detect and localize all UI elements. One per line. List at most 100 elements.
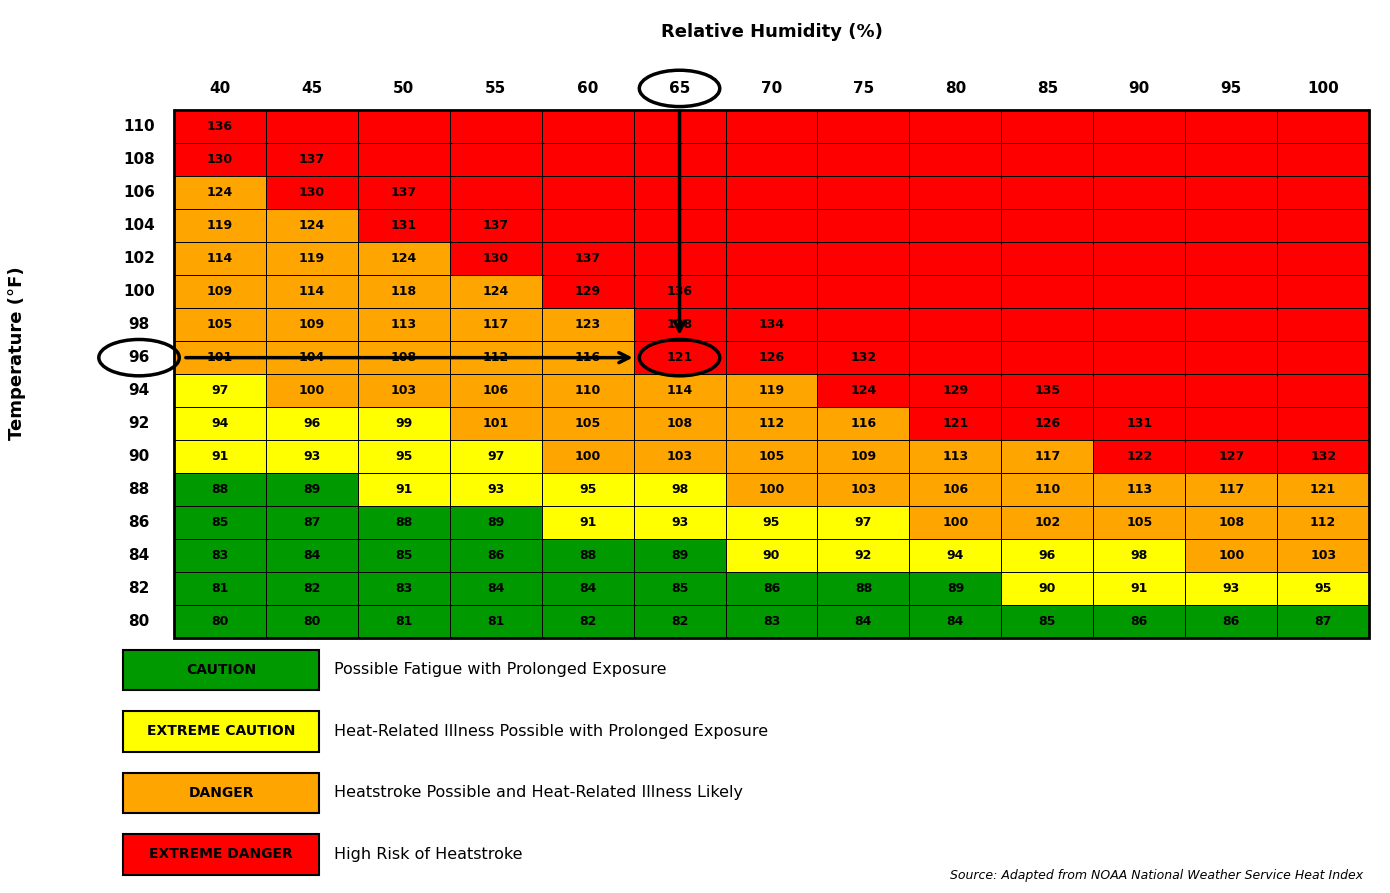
Bar [817,440,909,473]
Bar [1001,605,1094,638]
Bar [265,341,357,374]
Text: 94: 94 [947,549,965,563]
Text: 117: 117 [482,318,509,331]
Bar [726,209,817,242]
Bar [450,209,542,242]
Bar [265,143,357,176]
Text: 95: 95 [395,450,413,463]
Bar [357,341,450,374]
Text: 103: 103 [391,384,417,397]
Bar [1094,407,1186,440]
Bar [174,275,265,308]
Bar [1094,473,1186,506]
Bar [634,308,726,341]
Text: 108: 108 [391,351,417,364]
Text: 121: 121 [666,351,692,364]
Text: 65: 65 [669,81,691,96]
Text: 132: 132 [851,351,877,364]
Bar [357,209,450,242]
Text: 82: 82 [128,581,150,597]
Bar [1001,506,1094,539]
Bar [1277,176,1369,209]
Bar [124,650,320,690]
Text: 105: 105 [759,450,784,463]
Text: 104: 104 [299,351,325,364]
Bar [909,407,1001,440]
Bar [450,341,542,374]
Bar [1186,407,1277,440]
Bar [357,539,450,572]
Text: 85: 85 [1038,615,1056,629]
Bar [909,308,1001,341]
Bar [817,242,909,275]
Bar [542,407,634,440]
Bar [174,374,265,407]
Bar [909,440,1001,473]
Text: 100: 100 [1308,81,1339,96]
Bar [817,473,909,506]
Bar [357,572,450,605]
Text: 80: 80 [303,615,321,629]
Text: 93: 93 [671,516,688,530]
Text: 130: 130 [207,153,234,166]
Text: Source: Adapted from NOAA National Weather Service Heat Index: Source: Adapted from NOAA National Weath… [949,869,1362,881]
Bar [1094,605,1186,638]
Text: 91: 91 [395,483,413,497]
Text: 137: 137 [482,219,509,232]
Bar [1186,506,1277,539]
Bar [909,110,1001,143]
Bar [450,572,542,605]
Text: EXTREME DANGER: EXTREME DANGER [149,847,293,862]
Bar [174,143,265,176]
Bar [726,242,817,275]
Bar [542,506,634,539]
Text: 126: 126 [1034,417,1061,430]
Text: 91: 91 [211,450,228,463]
Text: 82: 82 [578,615,596,629]
Text: 137: 137 [299,153,325,166]
Text: 128: 128 [666,318,692,331]
Bar [1277,209,1369,242]
Bar [1001,539,1094,572]
Bar [265,242,357,275]
Bar [1094,275,1186,308]
Bar [817,275,909,308]
Bar [1001,176,1094,209]
Text: 88: 88 [395,516,413,530]
Bar [174,209,265,242]
Bar [1094,308,1186,341]
Bar [265,605,357,638]
Bar [357,374,450,407]
Text: 88: 88 [211,483,228,497]
Text: 100: 100 [574,450,600,463]
Text: 129: 129 [942,384,969,397]
Bar [909,176,1001,209]
Bar [124,772,320,813]
Text: 84: 84 [855,615,872,629]
Bar [817,506,909,539]
Text: 101: 101 [482,417,509,430]
Bar [1186,308,1277,341]
Bar [174,506,265,539]
Text: 93: 93 [1223,582,1240,596]
Bar [542,473,634,506]
Text: High Risk of Heatstroke: High Risk of Heatstroke [335,847,523,862]
Bar [726,572,817,605]
Text: 91: 91 [578,516,596,530]
Text: 81: 81 [486,615,505,629]
Bar [909,143,1001,176]
Bar [1186,605,1277,638]
Bar [1094,110,1186,143]
Text: 137: 137 [391,186,417,199]
Bar [265,572,357,605]
Text: 81: 81 [211,582,228,596]
Text: 124: 124 [482,285,509,298]
Text: 112: 112 [759,417,784,430]
Bar [1186,110,1277,143]
Bar [817,374,909,407]
Bar [265,539,357,572]
Bar [634,110,726,143]
Bar [817,308,909,341]
Text: 121: 121 [1309,483,1336,497]
Bar [265,275,357,308]
